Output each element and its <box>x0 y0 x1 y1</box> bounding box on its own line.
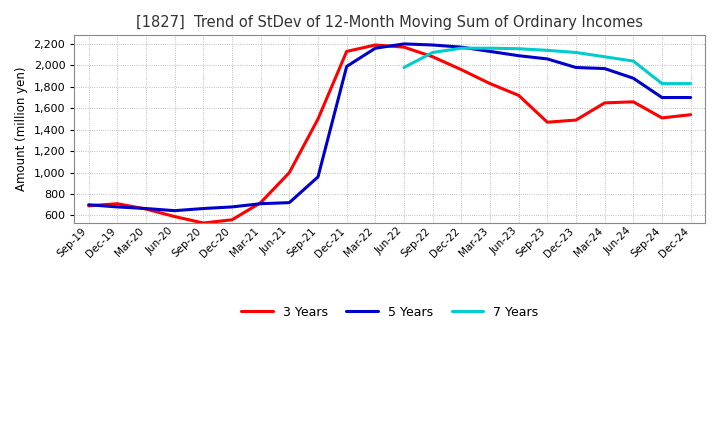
3 Years <box>342 49 351 54</box>
5 Years <box>572 65 580 70</box>
5 Years <box>342 64 351 69</box>
7 Years <box>686 81 695 86</box>
3 Years <box>657 115 666 121</box>
5 Years <box>256 201 265 206</box>
7 Years <box>600 54 609 59</box>
7 Years <box>543 48 552 53</box>
3 Years <box>514 93 523 98</box>
5 Years <box>314 174 323 180</box>
3 Years <box>199 220 207 226</box>
5 Years <box>600 66 609 71</box>
3 Years <box>428 54 437 59</box>
5 Years <box>171 208 179 213</box>
7 Years <box>629 59 638 64</box>
3 Years <box>629 99 638 104</box>
5 Years <box>428 42 437 48</box>
3 Years <box>572 117 580 123</box>
3 Years <box>256 200 265 205</box>
3 Years <box>457 67 466 72</box>
7 Years <box>457 46 466 51</box>
5 Years <box>113 204 122 209</box>
5 Years <box>199 206 207 211</box>
7 Years <box>572 50 580 55</box>
3 Years <box>600 100 609 106</box>
3 Years <box>314 116 323 121</box>
5 Years <box>142 206 150 211</box>
7 Years <box>428 50 437 55</box>
5 Years <box>84 202 93 207</box>
3 Years <box>371 42 379 48</box>
7 Years <box>514 46 523 51</box>
5 Years <box>400 41 408 47</box>
5 Years <box>686 95 695 100</box>
5 Years <box>486 49 495 54</box>
Title: [1827]  Trend of StDev of 12-Month Moving Sum of Ordinary Incomes: [1827] Trend of StDev of 12-Month Moving… <box>136 15 643 30</box>
Line: 3 Years: 3 Years <box>89 45 690 223</box>
5 Years <box>285 200 294 205</box>
7 Years <box>657 81 666 86</box>
Y-axis label: Amount (million yen): Amount (million yen) <box>15 67 28 191</box>
3 Years <box>543 120 552 125</box>
3 Years <box>285 170 294 175</box>
5 Years <box>657 95 666 100</box>
3 Years <box>171 214 179 219</box>
5 Years <box>629 76 638 81</box>
Line: 5 Years: 5 Years <box>89 44 690 211</box>
5 Years <box>228 204 236 209</box>
5 Years <box>543 56 552 62</box>
3 Years <box>686 112 695 117</box>
3 Years <box>228 217 236 223</box>
3 Years <box>400 44 408 50</box>
3 Years <box>142 206 150 212</box>
5 Years <box>514 53 523 59</box>
7 Years <box>400 65 408 70</box>
Legend: 3 Years, 5 Years, 7 Years: 3 Years, 5 Years, 7 Years <box>236 301 543 323</box>
3 Years <box>113 201 122 206</box>
Line: 7 Years: 7 Years <box>404 48 690 84</box>
3 Years <box>486 81 495 86</box>
3 Years <box>84 203 93 209</box>
7 Years <box>486 46 495 51</box>
5 Years <box>457 44 466 50</box>
5 Years <box>371 46 379 51</box>
